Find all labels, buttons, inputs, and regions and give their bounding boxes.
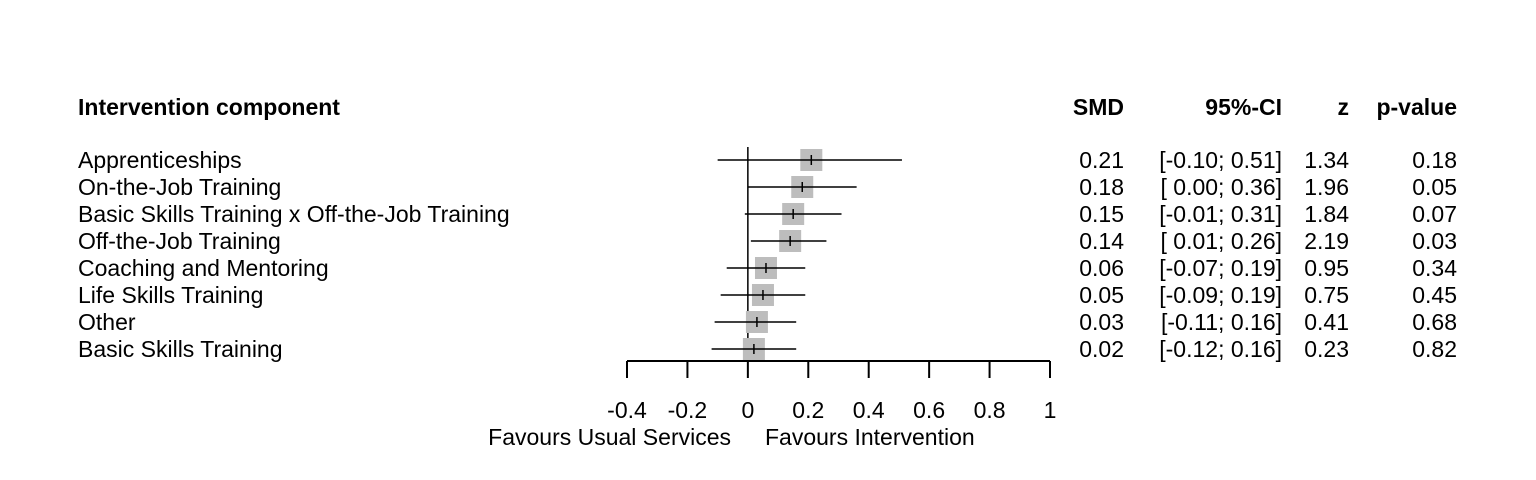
smd-value: 0.15	[1079, 201, 1124, 227]
row-label: Life Skills Training	[78, 282, 263, 308]
row-label: Basic Skills Training	[78, 336, 283, 362]
ci-value: [-0.09; 0.19]	[1159, 282, 1282, 308]
row-label: Basic Skills Training x Off-the-Job Trai…	[78, 201, 510, 227]
ci-value: [-0.01; 0.31]	[1159, 201, 1282, 227]
smd-value: 0.02	[1079, 336, 1124, 362]
smd-value: 0.18	[1079, 174, 1124, 200]
smd-value: 0.03	[1079, 309, 1124, 335]
smd-value: 0.06	[1079, 255, 1124, 281]
smd-value: 0.21	[1079, 147, 1124, 173]
row-label: Apprenticeships	[78, 147, 242, 173]
x-tick-label: -0.2	[668, 397, 708, 423]
z-value: 0.75	[1304, 282, 1349, 308]
z-value: 2.19	[1304, 228, 1349, 254]
z-value: 1.96	[1304, 174, 1349, 200]
x-tick-label: 0	[741, 397, 754, 423]
ci-value: [-0.12; 0.16]	[1159, 336, 1282, 362]
row-label: Other	[78, 309, 136, 335]
favours-intervention-label: Favours Intervention	[765, 424, 975, 450]
ci-value: [ 0.01; 0.26]	[1161, 228, 1282, 254]
p-value: 0.18	[1412, 147, 1457, 173]
row-label: Off-the-Job Training	[78, 228, 281, 254]
p-value: 0.03	[1412, 228, 1457, 254]
smd-value: 0.05	[1079, 282, 1124, 308]
header-p-value: p-value	[1376, 94, 1457, 120]
p-value: 0.34	[1412, 255, 1457, 281]
x-tick-label: 0.8	[974, 397, 1006, 423]
header-intervention-component: Intervention component	[78, 94, 340, 120]
favours-usual-services-label: Favours Usual Services	[488, 424, 731, 450]
x-tick-label: 1	[1044, 397, 1057, 423]
header-z: z	[1338, 94, 1350, 120]
ci-value: [ 0.00; 0.36]	[1161, 174, 1282, 200]
x-tick-label: 0.2	[792, 397, 824, 423]
ci-value: [-0.10; 0.51]	[1159, 147, 1282, 173]
smd-value: 0.14	[1079, 228, 1124, 254]
header-smd: SMD	[1073, 94, 1124, 120]
p-value: 0.05	[1412, 174, 1457, 200]
ci-value: [-0.07; 0.19]	[1159, 255, 1282, 281]
p-value: 0.82	[1412, 336, 1457, 362]
ci-value: [-0.11; 0.16]	[1161, 309, 1282, 335]
header-ci: 95%-CI	[1205, 94, 1282, 120]
z-value: 0.41	[1304, 309, 1349, 335]
p-value: 0.68	[1412, 309, 1457, 335]
row-label: On-the-Job Training	[78, 174, 281, 200]
z-value: 1.84	[1304, 201, 1349, 227]
z-value: 0.95	[1304, 255, 1349, 281]
x-tick-label: -0.4	[607, 397, 647, 423]
x-tick-label: 0.4	[853, 397, 885, 423]
p-value: 0.45	[1412, 282, 1457, 308]
z-value: 0.23	[1304, 336, 1349, 362]
row-label: Coaching and Mentoring	[78, 255, 329, 281]
x-tick-label: 0.6	[913, 397, 945, 423]
z-value: 1.34	[1304, 147, 1349, 173]
p-value: 0.07	[1412, 201, 1457, 227]
